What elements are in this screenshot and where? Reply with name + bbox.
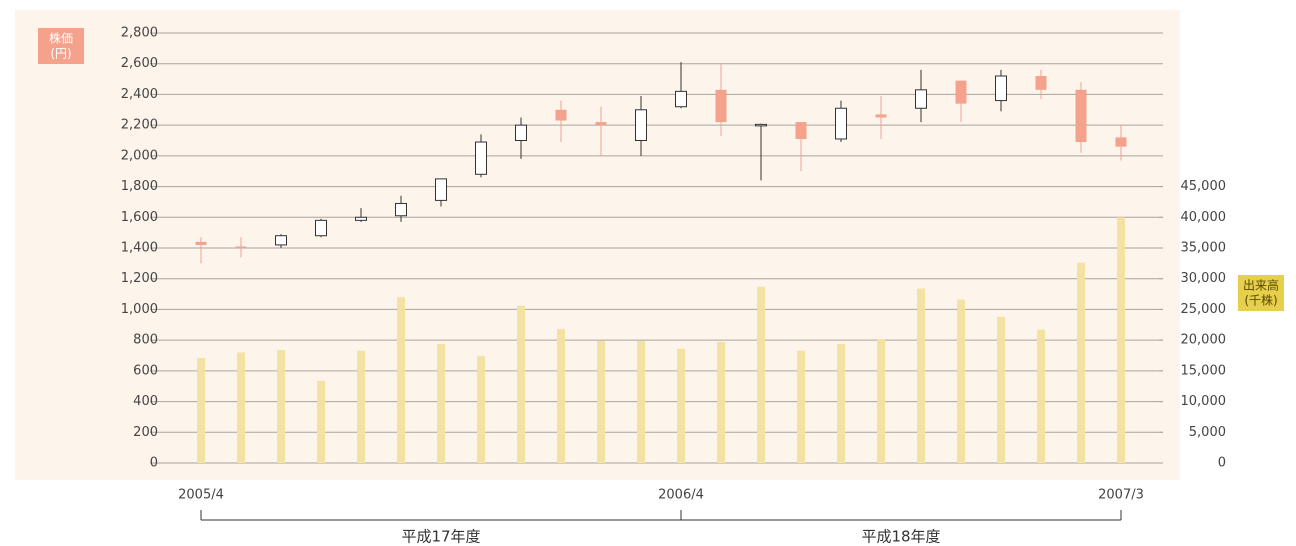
candle-body	[1115, 137, 1127, 147]
volume-bar	[1117, 217, 1125, 463]
candle-body	[195, 241, 207, 245]
candle-body	[1035, 76, 1047, 90]
volume-bar	[677, 348, 685, 463]
y2-axis-label: 出来高	[1243, 278, 1279, 293]
candle-body	[475, 141, 487, 175]
volume-bar	[837, 343, 845, 463]
y-axis-label: (円)	[50, 47, 71, 61]
volume-bar	[477, 356, 485, 463]
candle-body	[435, 178, 447, 201]
candle-body	[955, 80, 967, 104]
y2-tick-label: 20,000	[1181, 333, 1227, 348]
volume-bar	[197, 357, 205, 463]
volume-bar	[877, 338, 885, 463]
y-tick-label: 2,200	[121, 118, 158, 133]
candle-body	[875, 114, 887, 118]
y-tick-label: 2,800	[121, 26, 158, 41]
y2-axis-badge	[1238, 275, 1284, 311]
y2-tick-label: 15,000	[1181, 363, 1227, 378]
y-axis-badge	[38, 28, 84, 64]
y2-tick-label: 45,000	[1181, 179, 1227, 194]
y-tick-label: 1,200	[121, 271, 158, 286]
y2-tick-label: 40,000	[1181, 210, 1227, 225]
candle-body	[795, 122, 807, 139]
candle-body	[755, 123, 767, 127]
volume-bar	[317, 380, 325, 463]
volume-bar	[437, 343, 445, 463]
candle-body	[595, 122, 607, 126]
y2-tick-label: 30,000	[1181, 271, 1227, 286]
candle-body	[995, 75, 1007, 102]
candle-body	[395, 202, 407, 217]
candle-body	[675, 90, 687, 108]
y-tick-label: 400	[133, 394, 158, 409]
volume-bar	[1077, 262, 1085, 463]
period-label: 平成18年度	[861, 528, 940, 546]
y-tick-label: 1,800	[121, 179, 158, 194]
candle-body	[315, 219, 327, 237]
volume-bar	[357, 350, 365, 463]
x-tick-label: 2006/4	[658, 488, 704, 503]
candle-body	[1075, 89, 1087, 143]
y-tick-label: 0	[150, 456, 158, 471]
y2-tick-label: 10,000	[1181, 394, 1227, 409]
candle-body	[555, 109, 567, 121]
volume-bar	[917, 288, 925, 463]
volume-bar	[957, 299, 965, 463]
x-tick-label: 2005/4	[178, 488, 224, 503]
y2-tick-label: 0	[1218, 456, 1226, 471]
volume-bar	[397, 297, 405, 463]
y-tick-label: 2,600	[121, 56, 158, 71]
candle-body	[635, 109, 647, 141]
volume-bar	[637, 340, 645, 463]
y2-axis-label: (千株)	[1244, 293, 1277, 308]
candle-body	[275, 235, 287, 246]
candle-body	[355, 216, 367, 221]
y-tick-label: 600	[133, 363, 158, 378]
volume-bar	[997, 316, 1005, 463]
y-axis-label: 株価	[49, 31, 73, 46]
candle-body	[715, 89, 727, 123]
y-tick-label: 1,000	[121, 302, 158, 317]
y-tick-label: 200	[133, 425, 158, 440]
volume-bar	[797, 350, 805, 463]
y2-tick-label: 35,000	[1181, 241, 1227, 256]
volume-bar	[237, 352, 245, 463]
candle-body	[835, 107, 847, 140]
volume-bar	[1037, 329, 1045, 463]
y-tick-label: 2,400	[121, 87, 158, 102]
candle-body	[915, 89, 927, 109]
y2-tick-label: 5,000	[1189, 425, 1226, 440]
y-tick-label: 800	[133, 333, 158, 348]
y-tick-label: 2,000	[121, 148, 158, 163]
y2-tick-label: 25,000	[1181, 302, 1227, 317]
period-label: 平成17年度	[401, 528, 480, 546]
candle-body	[235, 246, 247, 248]
volume-bar	[597, 340, 605, 463]
x-tick-label: 2007/3	[1098, 488, 1144, 503]
y-tick-label: 1,600	[121, 210, 158, 225]
volume-bar	[757, 286, 765, 463]
volume-bar	[277, 349, 285, 463]
volume-bar	[717, 341, 725, 463]
volume-bar	[557, 329, 565, 463]
y-tick-label: 1,400	[121, 241, 158, 256]
volume-bar	[517, 305, 525, 463]
candle-body	[515, 124, 527, 142]
